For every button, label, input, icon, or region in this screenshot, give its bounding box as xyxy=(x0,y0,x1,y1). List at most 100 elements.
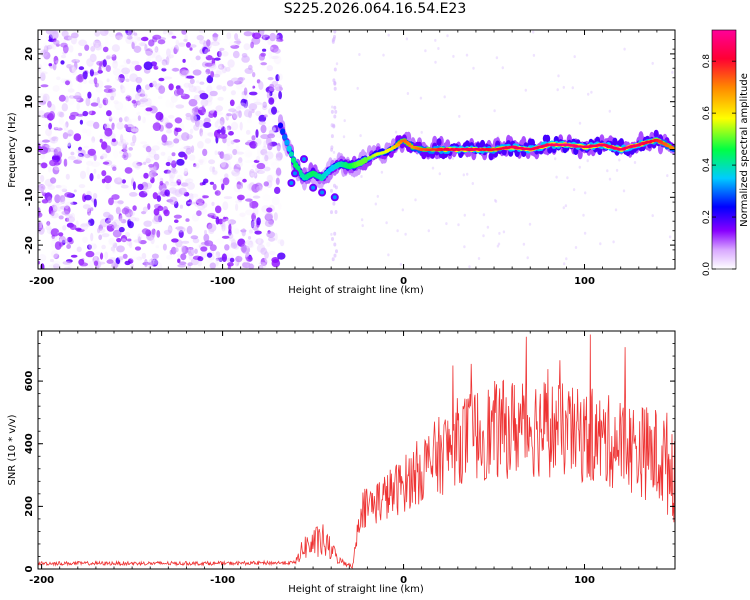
noise-cell xyxy=(230,140,235,145)
noise-cell xyxy=(265,212,274,221)
noise-cell xyxy=(53,202,62,206)
noise-cell xyxy=(109,62,118,72)
noise-cell xyxy=(333,183,336,188)
noise-cell xyxy=(154,46,159,53)
noise-cell xyxy=(222,216,227,223)
noise-cell xyxy=(150,169,157,178)
ridge-cell xyxy=(406,142,412,146)
noise-cell xyxy=(43,95,47,102)
noise-cell xyxy=(187,201,197,205)
noise-cell xyxy=(265,67,272,76)
noise-cell xyxy=(566,176,569,180)
noise-cell xyxy=(169,101,175,109)
noise-cell xyxy=(67,96,75,106)
noise-cell xyxy=(67,155,76,161)
noise-cell xyxy=(90,232,94,242)
noise-cell xyxy=(151,228,156,238)
noise-cell xyxy=(188,154,196,161)
noise-cell xyxy=(255,138,262,146)
noise-cell xyxy=(246,256,253,262)
ridge-cell xyxy=(597,147,603,155)
ridge-cell xyxy=(545,134,551,143)
noise-cell xyxy=(64,142,71,147)
noise-cell xyxy=(157,39,166,45)
noise-cell xyxy=(221,253,227,262)
noise-cell xyxy=(495,56,499,60)
noise-cell xyxy=(64,201,74,206)
noise-cell xyxy=(168,187,177,194)
noise-cell xyxy=(260,257,268,266)
noise-cell xyxy=(618,158,621,162)
noise-cell xyxy=(252,85,256,89)
noise-cell xyxy=(155,111,164,121)
noise-cell xyxy=(58,195,63,203)
noise-cell xyxy=(106,55,111,60)
noise-cell xyxy=(171,189,181,196)
noise-cell xyxy=(51,236,58,242)
noise-cell xyxy=(54,165,61,171)
noise-cell xyxy=(113,125,117,135)
noise-cell xyxy=(275,85,280,93)
noise-cell xyxy=(125,30,133,36)
noise-cell xyxy=(462,173,465,177)
noise-cell xyxy=(88,243,98,250)
noise-cell xyxy=(169,174,174,183)
noise-cell xyxy=(117,172,126,177)
noise-cell xyxy=(50,210,55,217)
x-tick-label: -200 xyxy=(29,575,54,586)
noise-cell xyxy=(91,161,101,168)
noise-cell xyxy=(116,50,124,57)
noise-cell xyxy=(260,134,270,140)
noise-cell xyxy=(53,263,60,269)
noise-cell xyxy=(141,252,147,260)
noise-cell xyxy=(255,143,264,151)
noise-cell xyxy=(122,253,128,259)
noise-cell xyxy=(112,219,121,227)
noise-cell xyxy=(56,127,63,131)
colorbar-label: Normalized spectral amplitude xyxy=(739,73,750,227)
noise-cell xyxy=(98,103,103,109)
noise-cell xyxy=(110,246,116,252)
noise-cell xyxy=(245,193,252,200)
noise-cell xyxy=(215,78,222,84)
noise-cell xyxy=(167,114,175,119)
noise-cell xyxy=(183,145,192,150)
noise-cell xyxy=(90,141,96,149)
noise-cell xyxy=(651,61,654,65)
noise-cell xyxy=(262,36,266,43)
noise-cell xyxy=(111,44,120,52)
noise-cell xyxy=(129,63,136,72)
y-tick-label: 0 xyxy=(24,565,35,572)
noise-cell xyxy=(169,196,178,205)
noise-cell xyxy=(606,169,609,173)
noise-cell xyxy=(236,106,242,110)
noise-cell xyxy=(222,201,229,211)
noise-cell xyxy=(112,242,118,248)
noise-cell xyxy=(102,59,107,67)
noise-cell xyxy=(249,168,258,172)
noise-cell xyxy=(67,264,73,269)
noise-cell xyxy=(181,132,190,141)
noise-cell xyxy=(45,225,52,231)
noise-cell xyxy=(255,238,264,245)
noise-cell xyxy=(176,174,183,182)
noise-cell xyxy=(245,198,253,202)
noise-cell xyxy=(399,262,403,266)
noise-cell xyxy=(240,84,246,88)
noise-cell xyxy=(102,95,108,101)
noise-cell xyxy=(152,122,162,131)
noise-cell xyxy=(99,252,104,260)
noise-cell xyxy=(108,182,113,190)
noise-cell xyxy=(112,245,116,253)
noise-cell xyxy=(245,133,249,140)
noise-cell xyxy=(615,168,619,172)
noise-cell xyxy=(208,106,215,114)
noise-cell xyxy=(230,121,239,131)
noise-cell xyxy=(206,252,213,258)
noise-cell xyxy=(150,77,157,83)
noise-cell xyxy=(188,194,194,199)
noise-cell xyxy=(215,258,219,267)
noise-cell xyxy=(623,47,626,51)
noise-cell xyxy=(105,65,111,72)
